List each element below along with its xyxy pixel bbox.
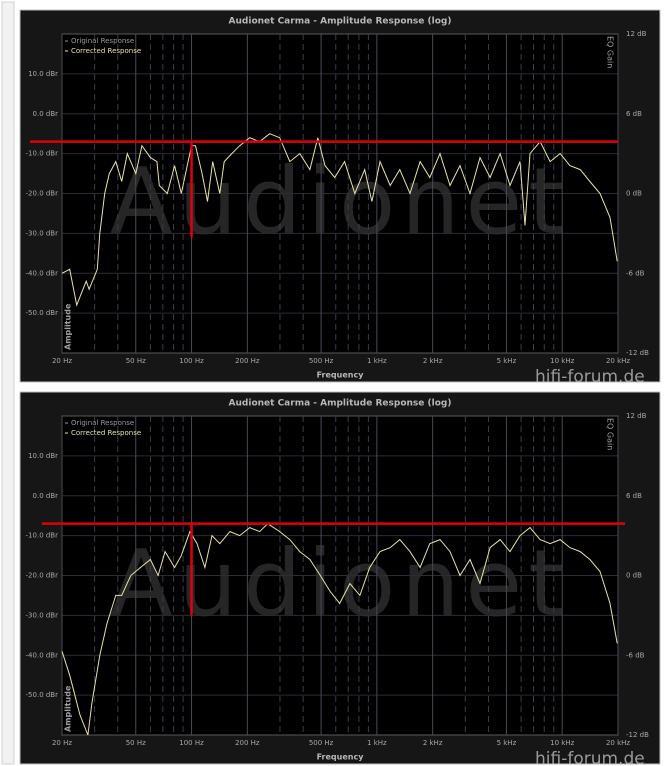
y-tick-label: -20.0 dBr [26,572,59,580]
y-tick-label: -50.0 dBr [26,691,59,699]
x-axis-label: Frequency [317,753,365,762]
y-tick-label: 0.0 dBr [33,110,59,118]
x-tick-label: 1 kHz [367,357,387,365]
x-tick-label: 500 Hz [309,739,334,747]
x-tick-label: 2 kHz [423,357,443,365]
y2-tick-label: 0 dB [626,190,642,198]
legend-label: Corrected Response [71,47,141,55]
x-tick-label: 500 Hz [309,357,334,365]
y-tick-label: 0.0 dBr [33,492,59,500]
legend-label: Original Response [71,37,134,45]
x-tick-label: 50 Hz [126,739,146,747]
y2-tick-label: -6 dB [626,269,645,277]
y-tick-label: 10.0 dBr [28,70,58,78]
side-strip [1,1,15,765]
x-tick-label: 20 Hz [52,739,72,747]
y-tick-label: -10.0 dBr [26,532,59,540]
y-axis-label: Amplitude [64,303,73,350]
y2-tick-label: 0 dB [626,572,642,580]
y-tick-label: -50.0 dBr [26,309,59,317]
site-watermark: hifi-forum.de [535,749,645,766]
watermark: Audionet [110,148,570,255]
y-tick-label: 10.0 dBr [28,452,58,460]
y2-axis-label: EQ Gain [606,418,615,450]
y-tick-label: -30.0 dBr [26,611,59,619]
x-tick-label: 10 kHz [550,357,574,365]
legend-label: Corrected Response [71,429,141,437]
watermark: Audionet [110,530,570,637]
x-tick-label: 5 kHz [497,357,517,365]
x-tick-label: 100 Hz [179,357,204,365]
response-line [61,523,618,736]
y-tick-label: -10.0 dBr [26,150,59,158]
x-tick-label: 20 kHz [606,739,630,747]
y-tick-label: -40.0 dBr [26,651,59,659]
y2-tick-label: 12 dB [626,30,647,38]
y2-axis-label: EQ Gain [606,36,615,68]
x-tick-label: 100 Hz [179,739,204,747]
x-axis-label: Frequency [317,371,365,380]
y-axis-label: Amplitude [64,685,73,732]
x-tick-label: 1 kHz [367,739,387,747]
x-tick-label: 2 kHz [423,739,443,747]
y-tick-label: -30.0 dBr [26,229,59,237]
y2-tick-label: 6 dB [626,110,642,118]
legend-label: Original Response [71,419,134,427]
y-tick-label: -40.0 dBr [26,269,59,277]
y-tick-label: -20.0 dBr [26,190,59,198]
y2-tick-label: 12 dB [626,412,647,420]
chart-title: Audionet Carma - Amplitude Response (log… [229,399,452,409]
x-tick-label: 10 kHz [550,739,574,747]
x-tick-label: 20 kHz [606,357,630,365]
x-tick-label: 200 Hz [235,357,260,365]
response-line [61,133,618,307]
chart-title: Audionet Carma - Amplitude Response (log… [229,17,452,27]
y2-tick-label: -6 dB [626,651,645,659]
y2-tick-label: -12 dB [626,349,649,357]
x-tick-label: 200 Hz [235,739,260,747]
x-tick-label: 50 Hz [126,357,146,365]
y2-tick-label: 6 dB [626,492,642,500]
y2-tick-label: -12 dB [626,731,649,739]
site-watermark: hifi-forum.de [535,367,645,387]
x-tick-label: 5 kHz [497,739,517,747]
x-tick-label: 20 Hz [52,357,72,365]
